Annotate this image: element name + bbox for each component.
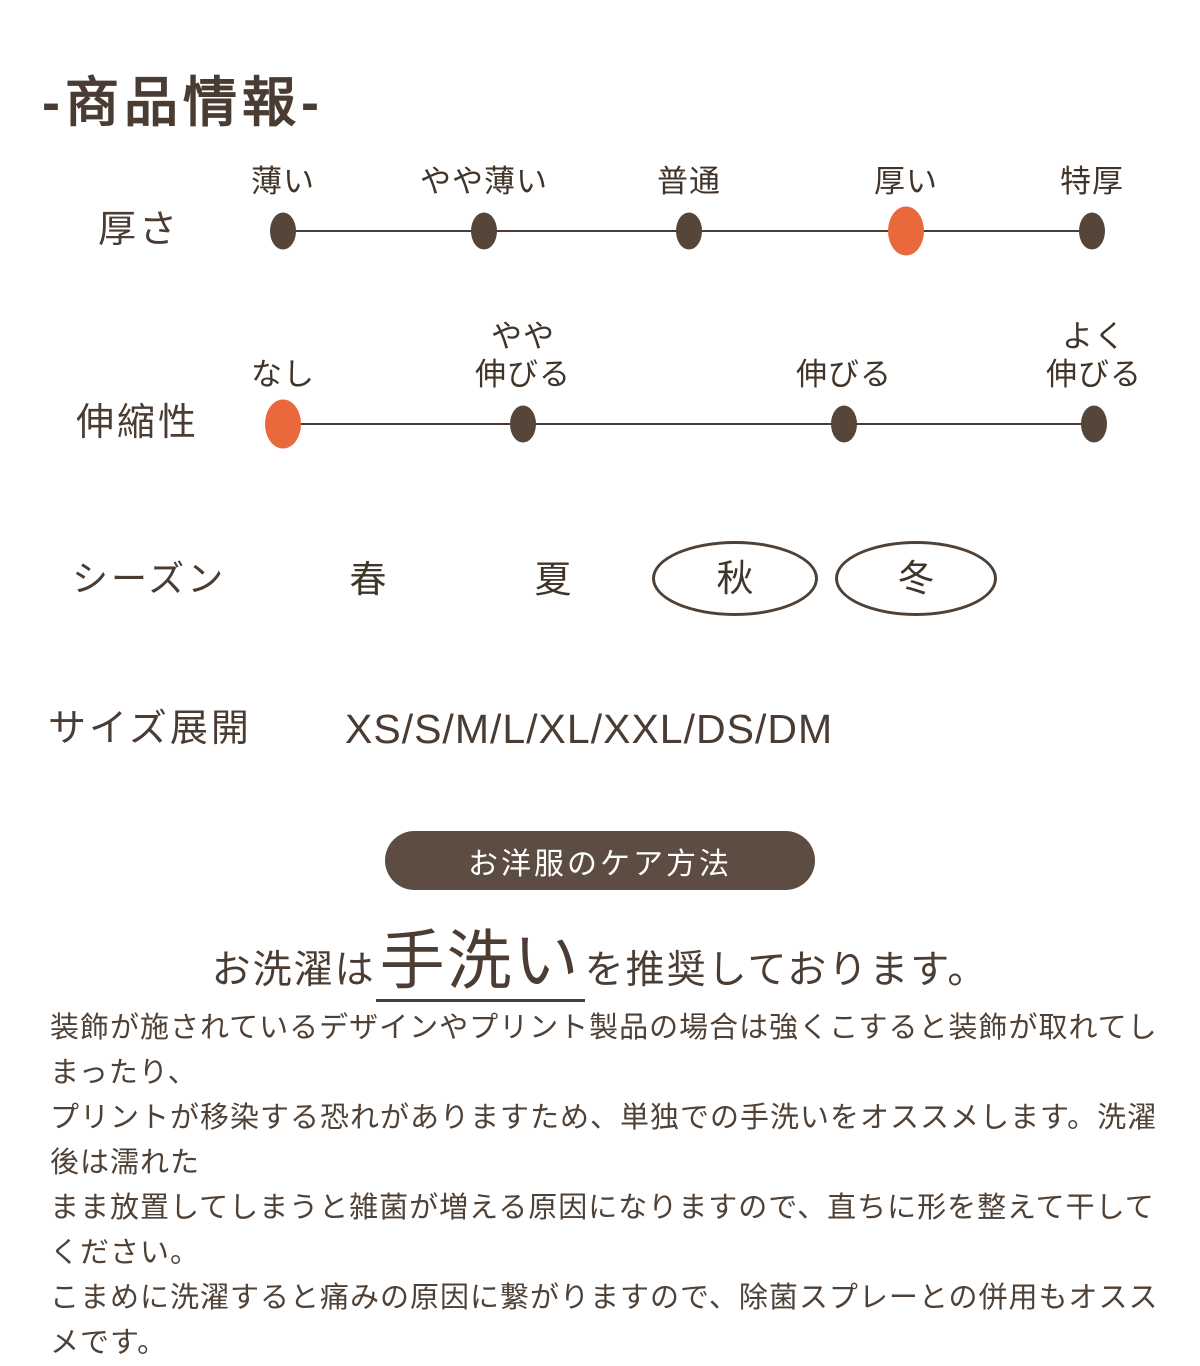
- wash-prefix: お洗濯は: [211, 949, 376, 992]
- thickness-dot: [676, 212, 702, 250]
- stretch-dot: [510, 405, 536, 443]
- stretch-option-label: なし: [251, 357, 315, 392]
- wash-suffix: を推奨しております。: [584, 949, 989, 992]
- sizes-label: サイズ展開: [48, 708, 252, 750]
- season-option-autumn-circled: 秋: [652, 541, 818, 616]
- page-title: -商品情報-: [42, 73, 324, 134]
- stretch-dot: [1081, 405, 1107, 443]
- stretch-option-label: 伸びる: [796, 357, 892, 392]
- stretch-selected-dot: [265, 399, 301, 449]
- season-option-winter-circled: 冬: [835, 541, 997, 616]
- thickness-selected-dot: [888, 206, 924, 256]
- hand-wash-highlight: 手洗い: [375, 924, 585, 1002]
- thickness-dot: [471, 212, 497, 250]
- thickness-option-label: 薄い: [251, 164, 315, 199]
- thickness-dot: [1079, 212, 1105, 250]
- thickness-option-label: 特厚: [1060, 164, 1124, 199]
- stretch-label: 伸縮性: [76, 402, 200, 444]
- stretch-option-label: やや 伸びる: [475, 319, 571, 392]
- season-option-winter: 冬: [897, 558, 935, 599]
- stretch-dot: [831, 405, 857, 443]
- season-option-summer: 夏: [534, 559, 572, 600]
- hand-wash-recommendation: お洗濯は手洗い を推奨しております。: [0, 908, 1200, 1002]
- care-instructions: 装飾が施されているデザインやプリント製品の場合は強くこすると装飾が取れてしまった…: [50, 1012, 1159, 1359]
- thickness-dot: [270, 212, 296, 250]
- sizes-value: XS/S/M/L/XL/XXL/DS/DM: [345, 706, 834, 752]
- season-label: シーズン: [72, 558, 227, 599]
- stretch-option-label: よく 伸びる: [1046, 319, 1142, 392]
- thickness-option-label: 普通: [657, 164, 721, 199]
- season-option-spring: 春: [349, 559, 387, 600]
- thickness-option-label: やや薄い: [420, 164, 548, 199]
- thickness-option-label: 厚い: [874, 164, 938, 199]
- season-option-autumn: 秋: [716, 558, 754, 599]
- care-method-badge: お洋服のケア方法: [385, 831, 815, 890]
- thickness-label: 厚さ: [98, 209, 181, 251]
- stretch-track: [283, 423, 1094, 425]
